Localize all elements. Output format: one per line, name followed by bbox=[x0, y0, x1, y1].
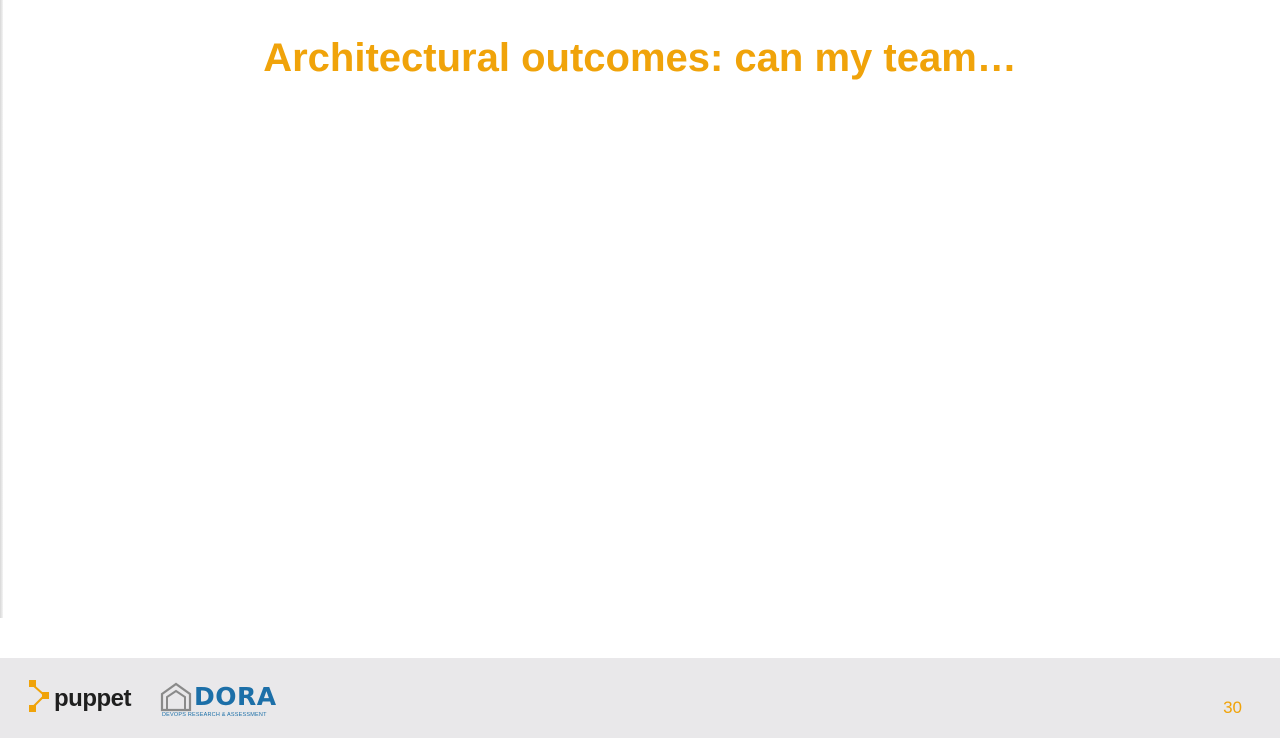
dora-tagline: DEVOPS RESEARCH & ASSESSMENT bbox=[162, 712, 267, 718]
puppet-logo-icon bbox=[29, 680, 49, 712]
slide-footer: puppet DORA DEVOPS RESEARCH & ASSESSMENT… bbox=[0, 658, 1280, 738]
dora-house-icon bbox=[160, 682, 192, 712]
puppet-logo-text: puppet bbox=[54, 685, 131, 712]
dora-logo-text: DORA bbox=[194, 682, 277, 711]
slide-content-area bbox=[3, 100, 1280, 618]
slide-title: Architectural outcomes: can my team… bbox=[263, 36, 1017, 80]
slide-left-edge bbox=[0, 0, 3, 618]
puppet-logo: puppet bbox=[28, 676, 131, 716]
dora-logo: DORA DEVOPS RESEARCH & ASSESSMENT bbox=[160, 682, 276, 722]
page-number: 30 bbox=[1223, 698, 1242, 717]
